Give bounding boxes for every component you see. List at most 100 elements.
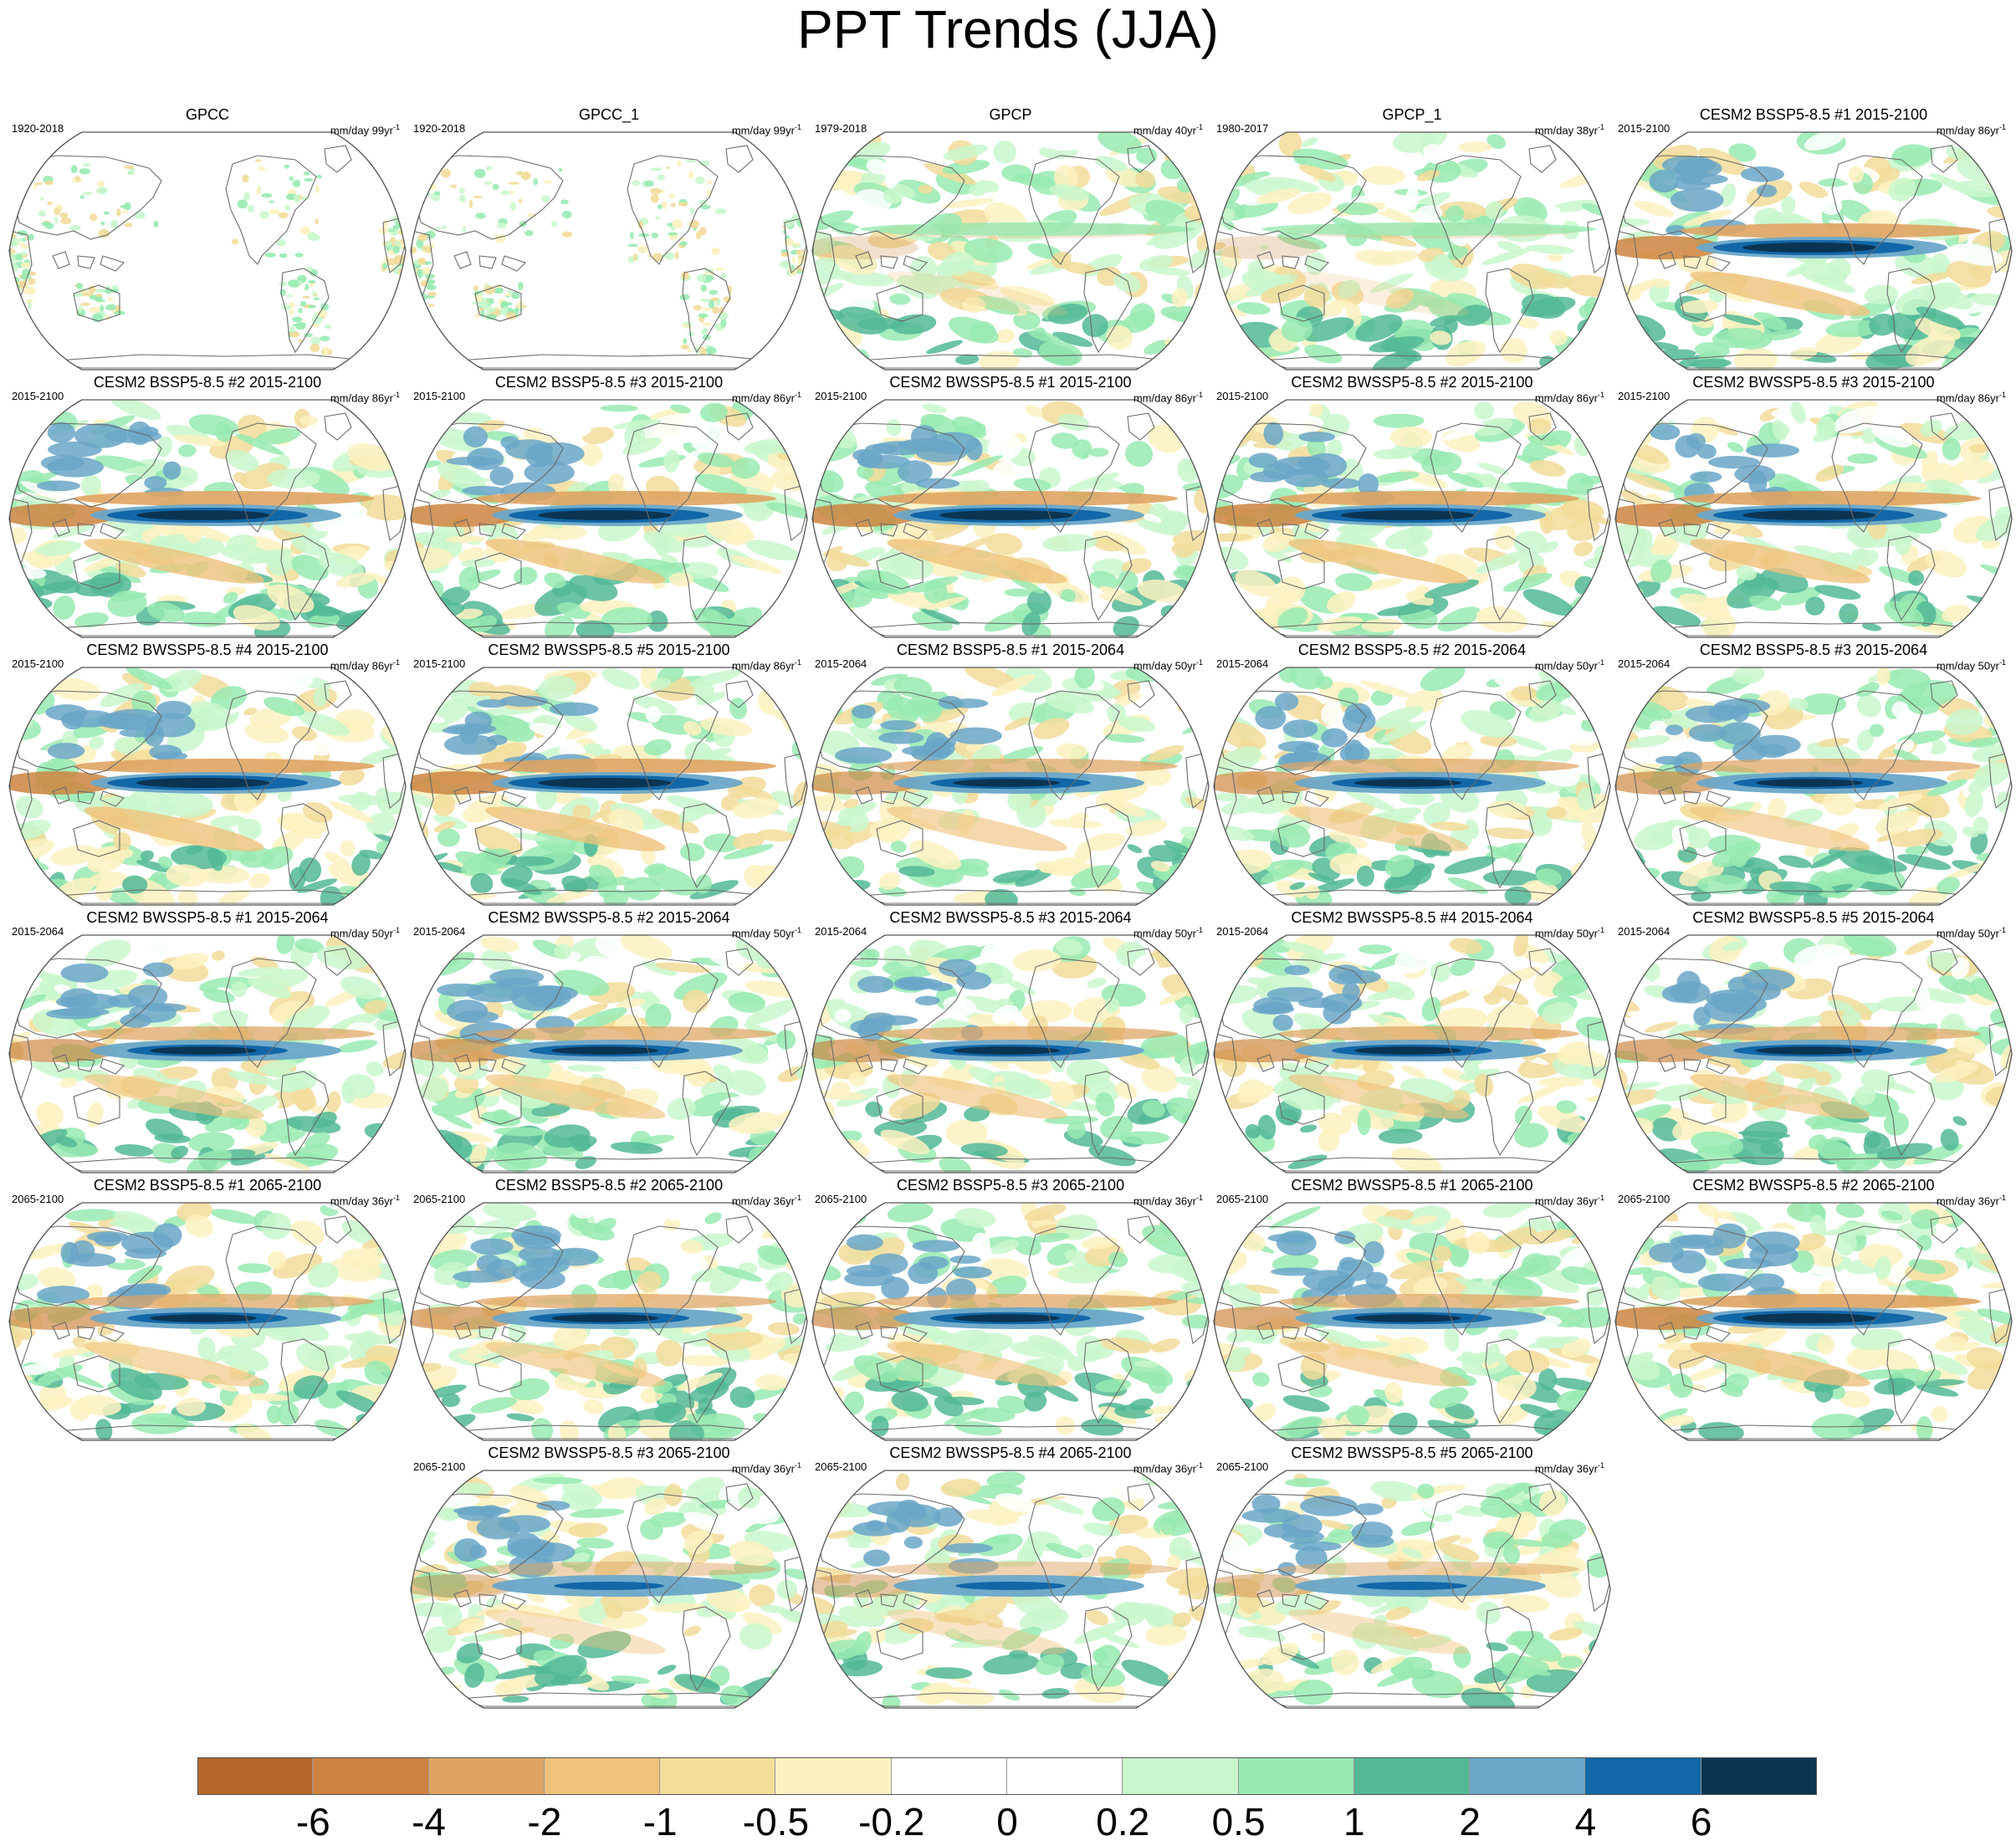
map-panel: GPCP_1 1980-2017 mm/day 38yr-1 [1211,105,1613,371]
colorbar-box [428,1757,545,1795]
panel-period: 2015-2064 [1618,925,1671,938]
panel-period: 1979-2018 [815,122,867,135]
panel-period: 1920-2018 [12,122,64,135]
map-area [7,933,408,1174]
map-panel: CESM2 BWSSP5-8.5 #4 2015-2100 2015-2100 mm… [7,641,408,907]
panel-units: mm/day 50yr-1 [1133,923,1203,940]
panel-units: mm/day 86yr-1 [1133,388,1203,405]
panel-units-text: mm/day 36yr [1936,1194,1999,1208]
robinson-map [410,1202,808,1441]
map-panel: CESM2 BWSSP5-8.5 #3 2065-2100 2065-2100 mm… [408,1444,810,1710]
panel-units-text: mm/day 36yr [731,1194,795,1208]
panel-units-text: mm/day 50yr [1936,659,1999,672]
panel-units: mm/day 36yr-1 [1937,1191,2006,1208]
robinson-map [410,1470,808,1709]
panel-units: mm/day 50yr-1 [1937,656,2006,672]
panel-period: 2015-2064 [1216,657,1269,670]
robinson-map [8,399,407,638]
panel-units-exponent: -1 [1998,123,2006,131]
panel-units-exponent: -1 [1195,926,1203,934]
panel-units-exponent: -1 [1195,658,1203,667]
robinson-map [1213,399,1611,638]
panel-units-exponent: -1 [392,123,400,131]
map-area [408,1469,810,1710]
panel-title: CESM2 BSSP5-8.5 #3 2065-2100 [896,1177,1125,1194]
panel-units-text: mm/day 50yr [1534,659,1598,672]
colorbar-tick-label: -6 [295,1800,330,1843]
map-panel: GPCC_1 1920-2018 mm/day 99yr-1 [408,105,810,371]
panel-units-exponent: -1 [392,926,400,934]
robinson-map [410,934,808,1174]
robinson-map [811,399,1210,638]
panel-period: 2065-2100 [413,1460,466,1473]
panel-units: mm/day 86yr-1 [732,388,801,405]
panel-title: GPCP [989,106,1032,123]
panel-units-text: mm/day 50yr [731,927,795,940]
colorbar-box [1238,1757,1354,1795]
map-area [1613,933,2014,1174]
panel-units: mm/day 36yr-1 [330,1191,400,1208]
map-panel: CESM2 BSSP5-8.5 #1 2015-2100 2015-2100 mm/… [1613,105,2014,371]
panel-title: CESM2 BWSSP5-8.5 #4 2065-2100 [889,1445,1132,1461]
panel-units-exponent: -1 [1597,1194,1604,1202]
map-area [408,666,810,907]
colorbar-tick-label: 6 [1690,1800,1712,1843]
map-area [408,933,810,1174]
panel-units: mm/day 86yr-1 [330,656,400,672]
panel-units-exponent: -1 [794,1461,801,1470]
panel-units: mm/day 99yr-1 [330,120,400,137]
panel-units: mm/day 86yr-1 [1937,120,2006,137]
panel-units-text: mm/day 86yr [1534,391,1598,405]
panel-units-text: mm/day 36yr [1534,1194,1598,1208]
panel-period: 2015-2064 [1216,925,1269,938]
map-area [1211,1469,1613,1710]
panel-period: 1920-2018 [413,122,466,135]
panel-units-exponent: -1 [1998,658,2006,667]
panel-units-exponent: -1 [794,926,801,934]
panel-period: 2015-2064 [815,657,867,670]
panel-units-text: mm/day 36yr [1133,1194,1196,1208]
colorbar-box [891,1757,1007,1795]
panel-units-text: mm/day 50yr [1534,927,1598,940]
panel-units-text: mm/day 36yr [1534,1462,1598,1475]
panel-units-text: mm/day 86yr [1936,124,1999,137]
map-panel: CESM2 BSSP5-8.5 #2 2065-2100 2065-2100 mm/… [408,1176,810,1442]
panel-title: GPCC [185,106,229,123]
robinson-map [1614,131,2013,371]
panel-units: mm/day 86yr-1 [1937,388,2006,405]
map-area [810,130,1211,371]
colorbar-tick-label: -4 [412,1800,447,1843]
robinson-map [1213,934,1611,1174]
panel-units-exponent: -1 [392,1194,400,1202]
map-area [810,1201,1211,1442]
panel-title: CESM2 BWSSP5-8.5 #3 2065-2100 [488,1445,730,1461]
panel-units-exponent: -1 [1998,391,2006,399]
panel-units: mm/day 40yr-1 [1133,120,1203,137]
colorbar-box [775,1757,892,1795]
panel-title: CESM2 BWSSP5-8.5 #2 2015-2100 [1291,374,1533,391]
panel-units-exponent: -1 [1597,658,1604,667]
panel-period: 2065-2100 [1216,1193,1269,1205]
panel-units: mm/day 50yr-1 [1133,656,1203,672]
panel-period: 2015-2100 [12,657,64,670]
panel-units-text: mm/day 50yr [330,927,393,940]
map-panel: CESM2 BSSP5-8.5 #2 2015-2100 2015-2100 mm/… [7,373,408,639]
panel-units-text: mm/day 86yr [1936,391,1999,405]
map-panel: CESM2 BWSSP5-8.5 #2 2015-2100 2015-2100 mm… [1211,373,1613,639]
map-area [1613,130,2014,371]
panel-units: mm/day 38yr-1 [1535,120,1604,137]
panel-period: 2015-2100 [413,657,466,670]
panel-period: 2015-2064 [815,925,867,938]
panel-units: mm/day 50yr-1 [732,923,801,940]
panel-period: 2015-2064 [12,925,64,938]
colorbar-tick-label: 0 [996,1800,1018,1843]
colorbar-tick-label: 4 [1574,1800,1597,1843]
map-area [1211,1201,1613,1442]
map-panel: CESM2 BWSSP5-8.5 #5 2065-2100 2065-2100 mm… [1211,1444,1613,1710]
map-panel: CESM2 BWSSP5-8.5 #5 2015-2100 2015-2100 mm… [408,641,810,907]
colorbar-box [1007,1757,1123,1795]
colorbar-tick-label: 0.5 [1211,1800,1266,1843]
robinson-map [8,131,407,371]
map-area [7,398,408,639]
map-area [7,130,408,371]
